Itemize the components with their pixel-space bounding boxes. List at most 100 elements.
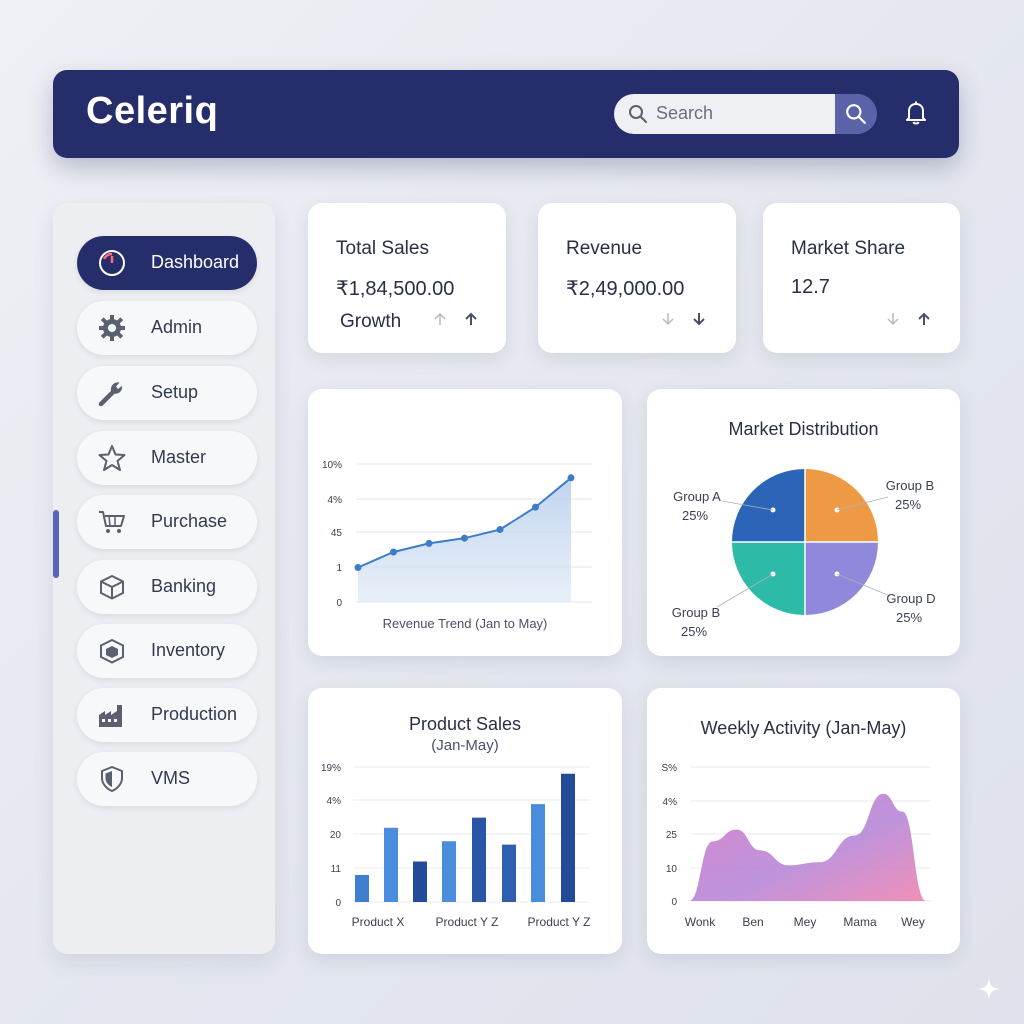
slice-value-label: 25% [681,624,707,639]
wrench-icon [98,382,123,407]
data-point [496,526,504,534]
sidebar: Dashboard Admin Setup Master Purchase Ba… [53,203,275,954]
bar [531,804,545,902]
revenue-trend-card: 10% 4% 45 1 0 Revenue Trend (Jan to May) [308,389,622,656]
gauge-icon [99,250,125,276]
y-tick-label: 10 [666,864,678,875]
y-tick-label: 11 [331,864,342,875]
sidebar-item-master[interactable]: Master [77,431,257,485]
total-sales-card: Total Sales ₹1,84,500.00 Growth [308,203,506,353]
search-button[interactable] [835,94,877,134]
data-point [390,548,397,556]
leader-line [836,496,889,511]
sidebar-item-inventory[interactable]: Inventory [77,624,257,678]
slice-label: Group B [672,605,720,620]
bar [561,773,575,902]
sidebar-item-label: VMS [151,768,191,788]
sidebar-item-dashboard[interactable]: Dashboard [77,236,257,290]
sidebar-item-production[interactable]: Production [77,688,257,742]
sidebar-item-label: Banking [151,576,217,596]
bar [442,841,456,902]
growth-label: Growth [340,311,402,332]
y-tick-label: 0 [336,598,342,609]
bar [413,861,427,902]
pie-slice [732,542,805,615]
bar [472,817,486,902]
leader-line [716,573,774,608]
stat-value: 12.7 [791,276,830,298]
x-tick-label: Wonk [685,915,716,929]
sidebar-item-label: Admin [151,317,203,337]
sidebar-item-banking[interactable]: Banking [77,560,257,614]
slice-label: Group D [886,591,935,606]
weekly-activity-card: Weekly Activity (Jan-May) S% 4% 25 10 0 Wonk B… [647,688,960,954]
gear-icon [99,315,125,341]
y-tick-label: 4% [663,797,678,808]
chart-title: Weekly Activity (Jan-May) [700,718,907,738]
bar [384,827,398,902]
app-title: Celeriq [86,90,219,132]
data-point [532,503,539,511]
x-tick-label: Wey [901,915,925,929]
pie-slice [805,542,878,615]
shield-icon [101,766,123,792]
market-share-card: Market Share 12.7 [763,203,960,353]
y-tick-label: 45 [331,528,343,539]
pie-slice [732,469,805,542]
stat-title: Revenue [566,238,643,259]
bar [502,844,516,902]
sidebar-item-label: Master [151,447,207,467]
y-tick-label: 0 [671,897,677,908]
sidebar-scroll-indicator[interactable] [53,510,59,578]
sidebar-item-label: Setup [151,382,199,402]
search-icon [846,104,866,124]
slice-value-label: 25% [682,508,708,523]
stat-value: ₹1,84,500.00 [336,278,455,300]
sparkle-icon [978,978,1000,1000]
sidebar-item-label: Dashboard [151,252,240,272]
market-distribution-card: Market Distribution Group A 25% Group B 25%… [647,389,960,656]
stat-value: ₹2,49,000.00 [566,278,685,300]
y-tick-label: 20 [330,830,342,841]
y-tick-label: 19% [321,763,341,774]
sidebar-item-setup[interactable]: Setup [77,366,257,420]
y-tick-label: 10% [322,460,342,471]
y-tick-label: 0 [335,898,341,909]
x-tick-label: Product Y Z [436,915,499,929]
y-tick-label: S% [661,763,677,774]
sidebar-item-admin[interactable]: Admin [77,301,257,355]
stat-title: Market Share [791,238,906,259]
x-tick-label: Product Y Z [528,915,591,929]
x-tick-label: Mey [794,915,817,929]
data-point [567,474,575,482]
search-icon [628,104,648,129]
bar [355,875,369,902]
weekly-activity-chart: S% 4% 25 10 0 Wonk Ben Mey Mama Wey [661,763,931,929]
search-input[interactable]: Search [614,94,876,134]
y-tick-label: 4% [328,495,343,506]
slice-value-label: 25% [895,497,921,512]
sidebar-item-purchase[interactable]: Purchase [77,495,257,549]
data-point [425,539,433,547]
x-tick-label: Ben [742,915,763,929]
market-distribution-chart: Group A 25% Group B 25% Group D 25% Group B 25% [672,469,936,639]
revenue-trend-chart: 10% 4% 45 1 0 Revenue Trend (Jan to May) [322,460,592,631]
sidebar-item-vms[interactable]: VMS [77,752,257,806]
activity-area [689,793,926,901]
sidebar-item-label: Production [151,704,238,724]
x-tick-label: Product X [352,915,405,929]
search-placeholder: Search [656,103,714,123]
data-point [461,534,468,542]
product-sales-chart: 19% 4% 20 11 0 Product X Product Y Z Product Y … [321,763,591,929]
leader-line [721,500,774,511]
notification-bell-icon[interactable] [904,100,928,131]
cart-icon [99,511,125,533]
star-icon [98,445,126,471]
y-tick-label: 4% [327,796,342,807]
sidebar-item-label: Inventory [151,640,226,660]
factory-icon [99,705,122,727]
slice-label: Group B [886,478,934,493]
trend-up-icon [434,312,477,325]
x-axis-label: Revenue Trend (Jan to May) [383,616,548,631]
leader-line [836,573,891,597]
